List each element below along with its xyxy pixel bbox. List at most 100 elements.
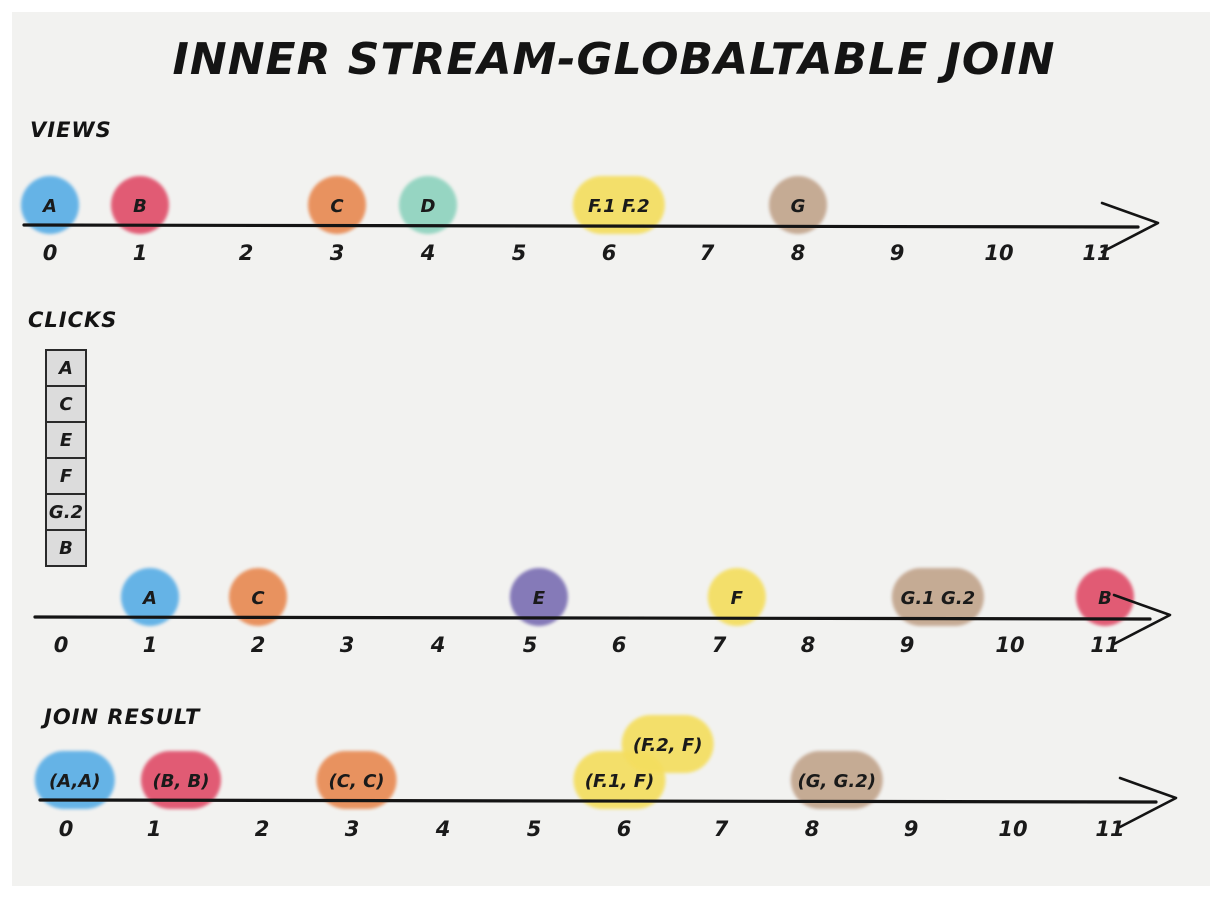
queue-item: F [45, 457, 87, 495]
join_result-tick-label: 0 [59, 817, 74, 841]
join_result-tick-label: 3 [345, 817, 360, 841]
join_result-tick-label: 11 [1095, 817, 1124, 841]
clicks-event-1: C [229, 568, 287, 626]
views-event-label: C [330, 196, 344, 217]
views-tick-label: 0 [43, 241, 58, 265]
clicks-tick-label: 9 [900, 633, 915, 657]
join_result-event-label: (A,A) [49, 771, 101, 792]
queue-item: B [45, 529, 87, 567]
clicks-tick-label: 4 [430, 633, 446, 657]
join_result-event-1: (B, B) [141, 751, 221, 809]
join_result-event-label: (F.2, F) [633, 735, 703, 756]
join_result-tick-label: 2 [255, 817, 270, 841]
views-tick-label: 1 [133, 241, 148, 265]
clicks-event-label: G.1 G.2 [901, 588, 976, 609]
queue-item: E [45, 421, 87, 459]
clicks-label: Clicks [28, 308, 118, 332]
views-tick-label: 11 [1082, 241, 1111, 265]
views-event-label: F.1 F.2 [588, 196, 650, 217]
views-tick-label: 2 [239, 241, 254, 265]
clicks-event-0: A [121, 568, 179, 626]
join_result-tick-label: 8 [805, 817, 820, 841]
views-event-2: C [308, 176, 366, 234]
views-event-1: B [111, 176, 169, 234]
join-result-label: Join Result [44, 705, 201, 729]
clicks-event-label: C [251, 588, 265, 609]
join_result-tick-label: 9 [904, 817, 919, 841]
views-event-blob [399, 176, 457, 234]
views-tick-label: 10 [984, 241, 1013, 265]
clicks-event-label: E [533, 588, 546, 609]
views-event-label: G [791, 196, 806, 217]
join_result-tick-label: 5 [527, 817, 542, 841]
views-label: Views [30, 118, 112, 142]
join_result-event-2: (C, C) [316, 751, 397, 809]
join_result-event-blob [621, 715, 714, 773]
clicks-event-blob [229, 568, 287, 626]
views-event-label: D [421, 196, 436, 217]
views-axis-arrow [1100, 201, 1160, 254]
join_result-event-blob [316, 751, 397, 809]
views-event-3: D [399, 176, 457, 234]
clicks-event-blob [707, 568, 766, 626]
join_result-event-label: (G, G.2) [798, 771, 876, 792]
clicks-tick-label: 3 [340, 633, 355, 657]
clicks-tick-label: 5 [523, 633, 538, 657]
diagram-board [12, 12, 1210, 886]
clicks-tick-label: 11 [1090, 633, 1119, 657]
clicks-axis-arrow [1112, 593, 1172, 646]
clicks-tick-label: 8 [801, 633, 816, 657]
views-event-blob [111, 176, 169, 234]
views-event-label: B [133, 196, 147, 217]
views-event-label: A [41, 196, 57, 217]
join_result-tick-label: 6 [617, 817, 632, 841]
join_result-event-4: (F.2, F) [621, 715, 714, 773]
views-tick-label: 7 [700, 241, 715, 265]
join_result-axis-line [38, 798, 1158, 804]
views-event-blob [572, 176, 665, 234]
join_result-event-5: (G, G.2) [790, 751, 883, 809]
join_result-tick-label: 7 [714, 817, 729, 841]
join_result-tick-label: 1 [147, 817, 162, 841]
join_result-axis-arrow [1118, 776, 1178, 829]
clicks-event-blob [1076, 568, 1134, 626]
clicks-tick-label: 0 [54, 633, 69, 657]
clicks-event-4: G.1 G.2 [891, 568, 984, 626]
views-event-5: G [769, 176, 827, 234]
clicks-event-label: F [731, 588, 744, 609]
join_result-event-label: (C, C) [329, 771, 385, 792]
clicks-tick-label: 2 [251, 633, 266, 657]
clicks-tick-label: 1 [143, 633, 158, 657]
join_result-event-label: (F.1, F) [585, 771, 655, 792]
views-event-0: A [21, 176, 79, 234]
views-event-blob [21, 176, 79, 234]
views-tick-label: 5 [512, 241, 527, 265]
clicks-event-label: B [1098, 588, 1112, 609]
join_result-tick-label: 4 [435, 817, 451, 841]
clicks-event-blob [509, 568, 568, 626]
clicks-event-label: A [141, 588, 157, 609]
clicks-event-3: F [707, 568, 766, 626]
views-event-blob [308, 176, 366, 234]
views-event-4: F.1 F.2 [572, 176, 665, 234]
views-axis-line [22, 223, 1140, 229]
clicks-event-5: B [1076, 568, 1134, 626]
views-tick-label: 3 [330, 241, 345, 265]
views-tick-label: 4 [420, 241, 436, 265]
views-tick-label: 6 [602, 241, 617, 265]
join_result-event-blob [141, 751, 221, 809]
join_result-event-0: (A,A) [34, 751, 115, 809]
join_result-tick-label: 10 [998, 817, 1027, 841]
clicks-tick-label: 6 [612, 633, 627, 657]
clicks-event-blob [891, 568, 984, 626]
queue-item: G.2 [45, 493, 87, 531]
join_result-event-blob [790, 751, 883, 809]
queue-item: A [45, 349, 87, 387]
views-tick-label: 8 [791, 241, 806, 265]
diagram-title: Inner Stream-GlobalTABLE Join [172, 34, 1056, 85]
join_result-event-blob [34, 751, 115, 809]
join_result-event-label: (B, B) [153, 771, 210, 792]
views-tick-label: 9 [890, 241, 905, 265]
clicks-event-blob [121, 568, 179, 626]
